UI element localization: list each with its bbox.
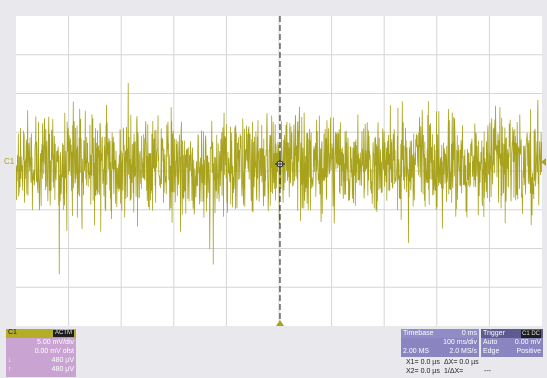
channel-header: C1 ACTM: [6, 329, 76, 338]
trigger-position-marker[interactable]: [276, 320, 284, 326]
waveform-display[interactable]: [16, 16, 542, 326]
cursor-x2-label: X2=: [406, 368, 419, 375]
timebase-tdiv: 100 ms/div: [443, 339, 477, 346]
trigger-level: 0.00 mV: [514, 339, 541, 346]
channel-name: C1: [8, 329, 17, 336]
channel-offset-marker[interactable]: [541, 158, 546, 166]
cursor-dx-value: 0.0 µs: [459, 359, 479, 366]
channel-row3-value: 480 µV: [51, 357, 74, 364]
trigger-descriptor[interactable]: Trigger C1 DC Auto 0.00 mV Edge Positive: [481, 329, 543, 357]
channel-descriptor[interactable]: C1 ACTM 5.00 mV/div 0.00 mV ofst ↓ 480 µ…: [6, 329, 76, 377]
trigger-slope: Positive: [516, 348, 541, 355]
cursor-inv-dx-label: 1/ΔX=: [444, 368, 464, 375]
cursor-x1-label: X1=: [406, 359, 419, 366]
timebase-header: Timebase 0 ms: [401, 329, 479, 338]
channel-body: 5.00 mV/div 0.00 mV ofst ↓ 480 µV ↑ 480 …: [6, 338, 76, 377]
channel-row4-label: ↑: [8, 366, 12, 373]
timebase-title: Timebase: [403, 330, 434, 337]
channel-marker-label[interactable]: C1: [4, 157, 15, 166]
timebase-rate: 2.0 MS/s: [449, 348, 477, 355]
trigger-title: Trigger: [483, 330, 505, 337]
cursor-dx-label: ΔX=: [444, 359, 458, 366]
trigger-mode: Auto: [483, 339, 498, 346]
trigger-header: Trigger C1 DC: [481, 329, 543, 338]
channel-row4-value: 480 µV: [51, 366, 74, 373]
cursor-inv-dx-value: ---: [484, 368, 491, 375]
waveform-svg: [16, 16, 542, 326]
channel-vdiv: 5.00 mV/div: [37, 339, 74, 346]
channel-coupling-badge: ACTM: [53, 330, 74, 337]
channel-offset: 0.00 mV ofst: [34, 348, 74, 355]
timebase-samples: 2.00 MS: [403, 348, 430, 355]
timebase-descriptor[interactable]: Timebase 0 ms 100 ms/div 2.00 MS 2.0 MS/…: [401, 329, 479, 357]
trigger-source-badge: C1 DC: [520, 330, 541, 338]
cursor-readout: X1= 0.0 µs ΔX= 0.0 µs X2= 0.0 µs 1/ΔX= -…: [406, 358, 546, 378]
trigger-type: Edge: [483, 348, 500, 355]
timebase-delay: 0 ms: [461, 330, 477, 337]
cursor-x2-value: 0.0 µs: [420, 368, 440, 375]
cursor-x1-value: 0.0 µs: [420, 359, 440, 366]
channel-row3-label: ↓: [8, 357, 12, 364]
